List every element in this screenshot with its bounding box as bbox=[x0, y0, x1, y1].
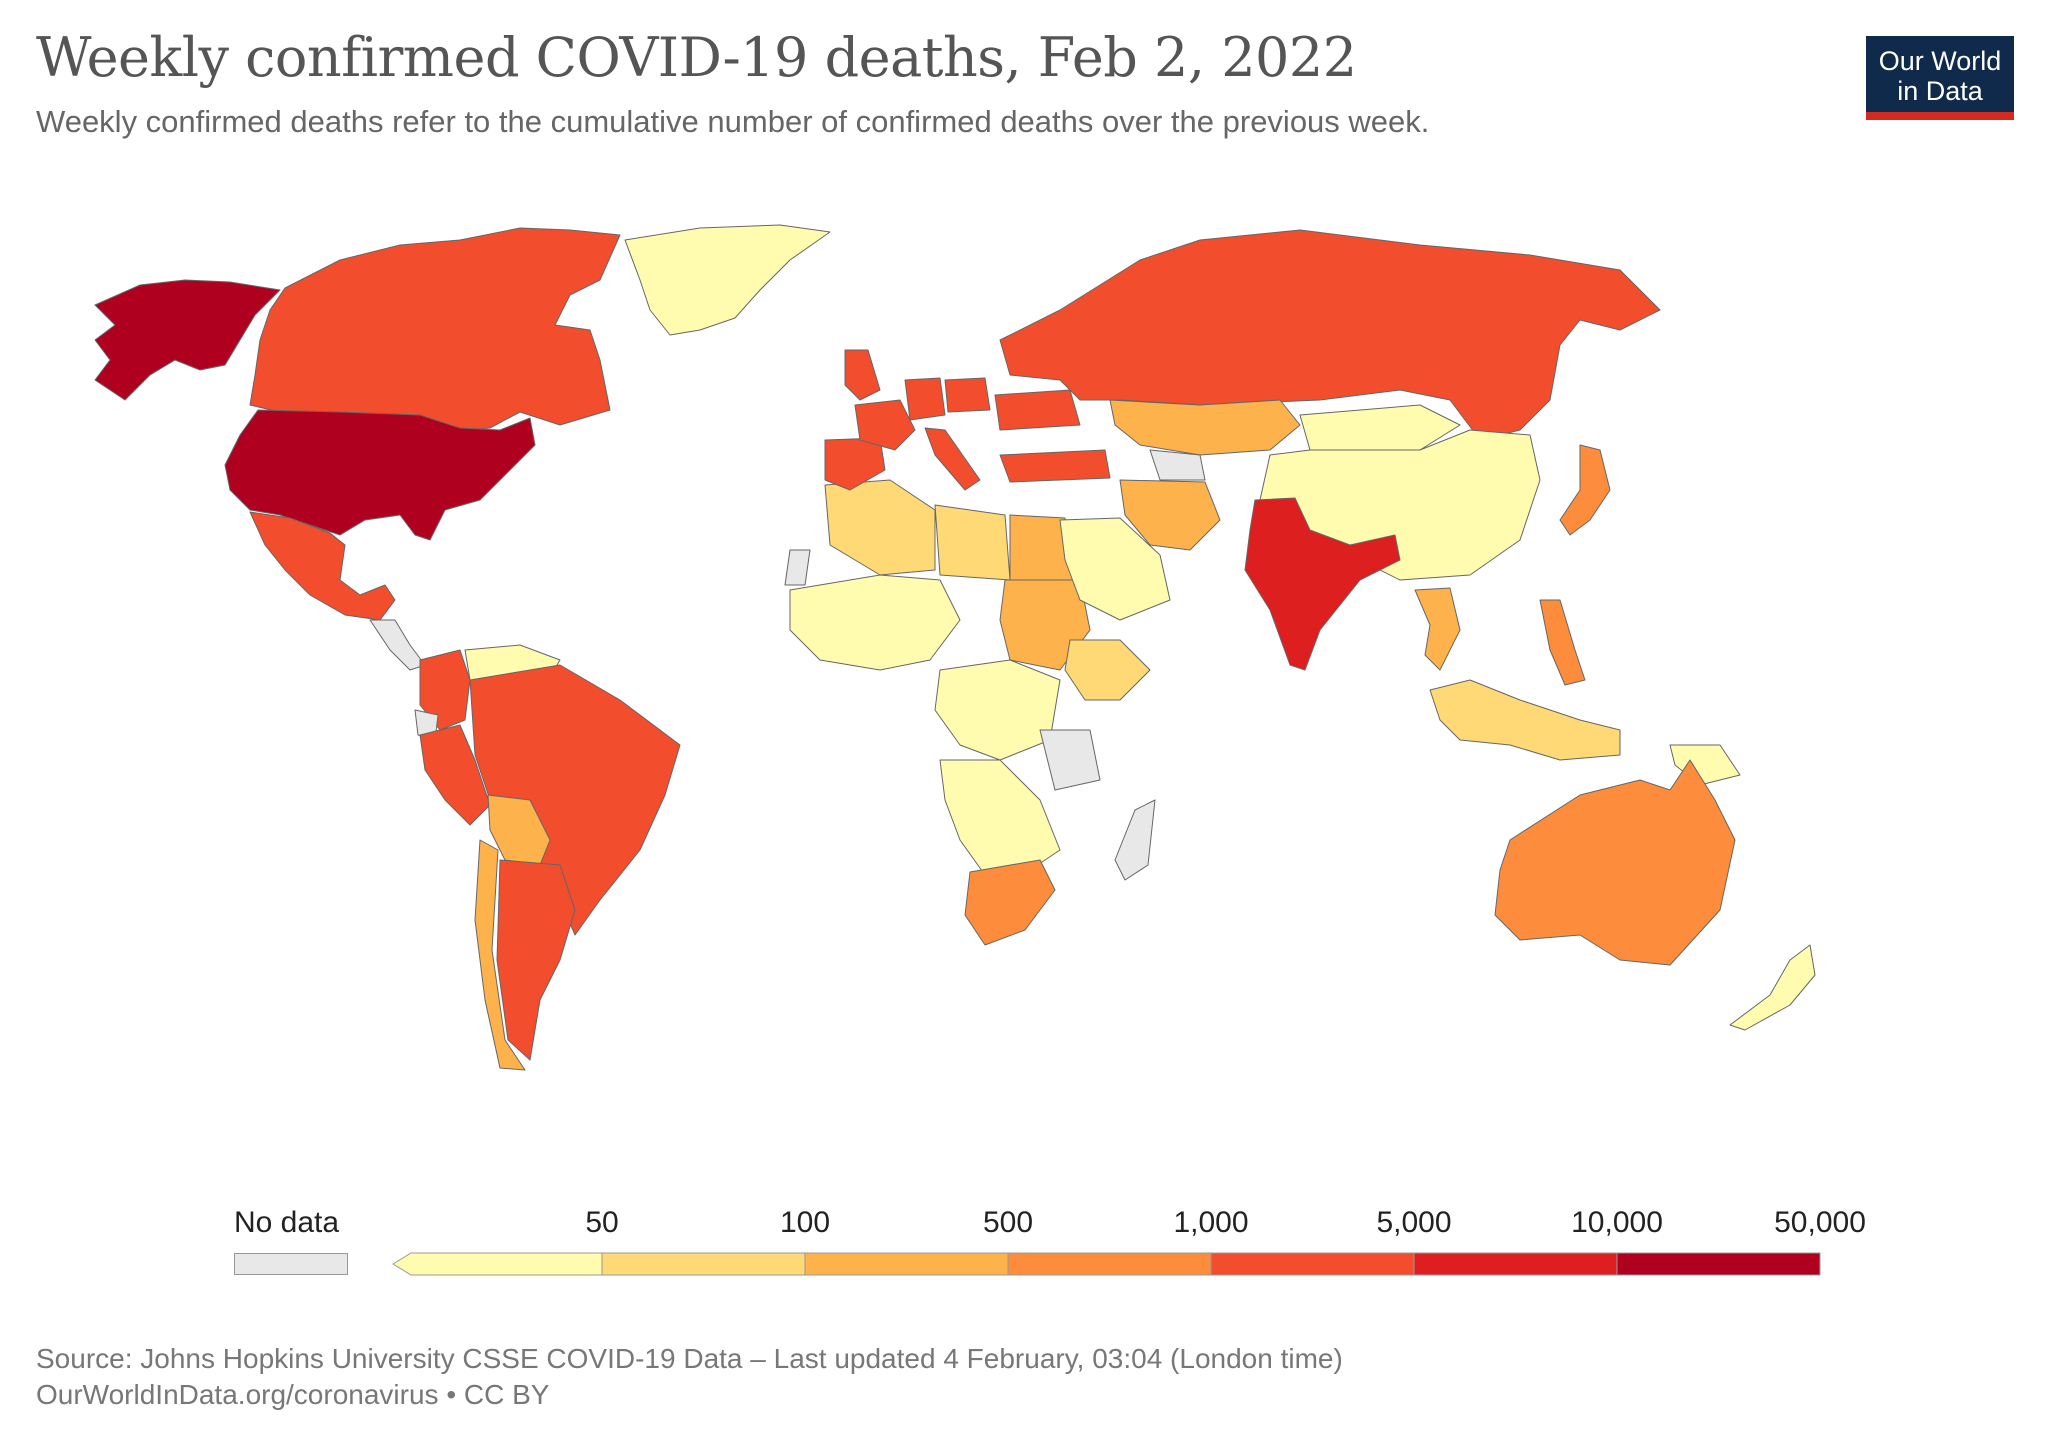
legend-tick-label: 1,000 bbox=[1173, 1206, 1249, 1239]
region-tanzania[interactable] bbox=[1039, 729, 1101, 791]
legend-tick-label: 50,000 bbox=[1774, 1206, 1866, 1239]
region-algeria[interactable] bbox=[824, 479, 936, 576]
chart-title: Weekly confirmed COVID-19 deaths, Feb 2,… bbox=[36, 26, 1357, 89]
region-madagascar[interactable] bbox=[1114, 799, 1156, 881]
region-saudi-arabia[interactable] bbox=[1059, 517, 1171, 621]
world-map bbox=[94, 224, 1816, 1071]
legend-bin-7[interactable] bbox=[1616, 1252, 1821, 1276]
region-kazakhstan[interactable] bbox=[1109, 399, 1301, 456]
legend-bin-3[interactable] bbox=[804, 1252, 1009, 1276]
region-italy[interactable] bbox=[924, 427, 981, 491]
legend-color-scale bbox=[392, 1252, 1821, 1276]
region-france[interactable] bbox=[854, 399, 916, 451]
region-turkmenistan[interactable] bbox=[1149, 449, 1206, 481]
region-chile[interactable] bbox=[474, 839, 526, 1071]
region-new-zealand[interactable] bbox=[1729, 944, 1816, 1031]
region-philippines[interactable] bbox=[1539, 599, 1586, 686]
region-colombia[interactable] bbox=[419, 649, 471, 731]
legend-bin-5[interactable] bbox=[1210, 1252, 1415, 1276]
chart-subtitle: Weekly confirmed deaths refer to the cum… bbox=[36, 104, 1430, 139]
region-ethiopia[interactable] bbox=[1064, 639, 1151, 701]
region-russia[interactable] bbox=[999, 229, 1661, 441]
legend-no-data-swatch bbox=[234, 1253, 348, 1275]
logo-line-2: in Data bbox=[1897, 76, 1983, 106]
region-iran[interactable] bbox=[1119, 479, 1221, 551]
legend-tick-label: 100 bbox=[779, 1206, 831, 1239]
region-australia[interactable] bbox=[1494, 759, 1736, 966]
region-dr-congo[interactable] bbox=[934, 659, 1061, 761]
region-libya[interactable] bbox=[934, 504, 1011, 581]
region-germany[interactable] bbox=[904, 377, 946, 421]
region-united-states[interactable] bbox=[224, 409, 536, 541]
region-india[interactable] bbox=[1244, 497, 1401, 671]
region-canada[interactable] bbox=[249, 227, 621, 431]
legend-tick-label: 500 bbox=[982, 1206, 1034, 1239]
footer-source: Source: Johns Hopkins University CSSE CO… bbox=[36, 1343, 1343, 1374]
region-mexico[interactable] bbox=[249, 511, 396, 621]
region-alaska[interactable] bbox=[94, 279, 281, 401]
legend-no-data-label: No data bbox=[234, 1206, 340, 1239]
legend-bin-1[interactable] bbox=[392, 1252, 603, 1276]
region-united-kingdom[interactable] bbox=[844, 349, 881, 401]
region-peru[interactable] bbox=[419, 724, 491, 826]
legend-bin-6[interactable] bbox=[1413, 1252, 1618, 1276]
legend-tick-label: 50 bbox=[585, 1206, 619, 1239]
footer-link[interactable]: OurWorldInData.org/coronavirus • CC BY bbox=[36, 1379, 550, 1410]
legend-tick-label: 5,000 bbox=[1376, 1206, 1452, 1239]
region-poland[interactable] bbox=[944, 377, 991, 413]
legend-tick-label: 10,000 bbox=[1571, 1206, 1663, 1239]
region-south-africa[interactable] bbox=[964, 859, 1056, 946]
legend-bin-2[interactable] bbox=[601, 1252, 806, 1276]
region-angola[interactable] bbox=[939, 759, 1061, 876]
region-ukraine[interactable] bbox=[994, 389, 1081, 431]
region-western-sahara[interactable] bbox=[784, 549, 811, 586]
owid-logo[interactable]: Our World in Data bbox=[1866, 36, 2014, 120]
region-argentina[interactable] bbox=[496, 859, 576, 1061]
region-central-america[interactable] bbox=[369, 619, 426, 671]
region-japan[interactable] bbox=[1559, 444, 1611, 536]
region-turkey[interactable] bbox=[999, 449, 1111, 483]
region-thailand[interactable] bbox=[1414, 587, 1461, 671]
region-greenland[interactable] bbox=[624, 224, 831, 336]
region-indonesia[interactable] bbox=[1429, 679, 1621, 761]
region-mongolia[interactable] bbox=[1299, 404, 1461, 451]
logo-line-1: Our World bbox=[1878, 46, 2002, 76]
legend-bin-4[interactable] bbox=[1007, 1252, 1212, 1276]
region-nigeria[interactable] bbox=[789, 574, 961, 671]
